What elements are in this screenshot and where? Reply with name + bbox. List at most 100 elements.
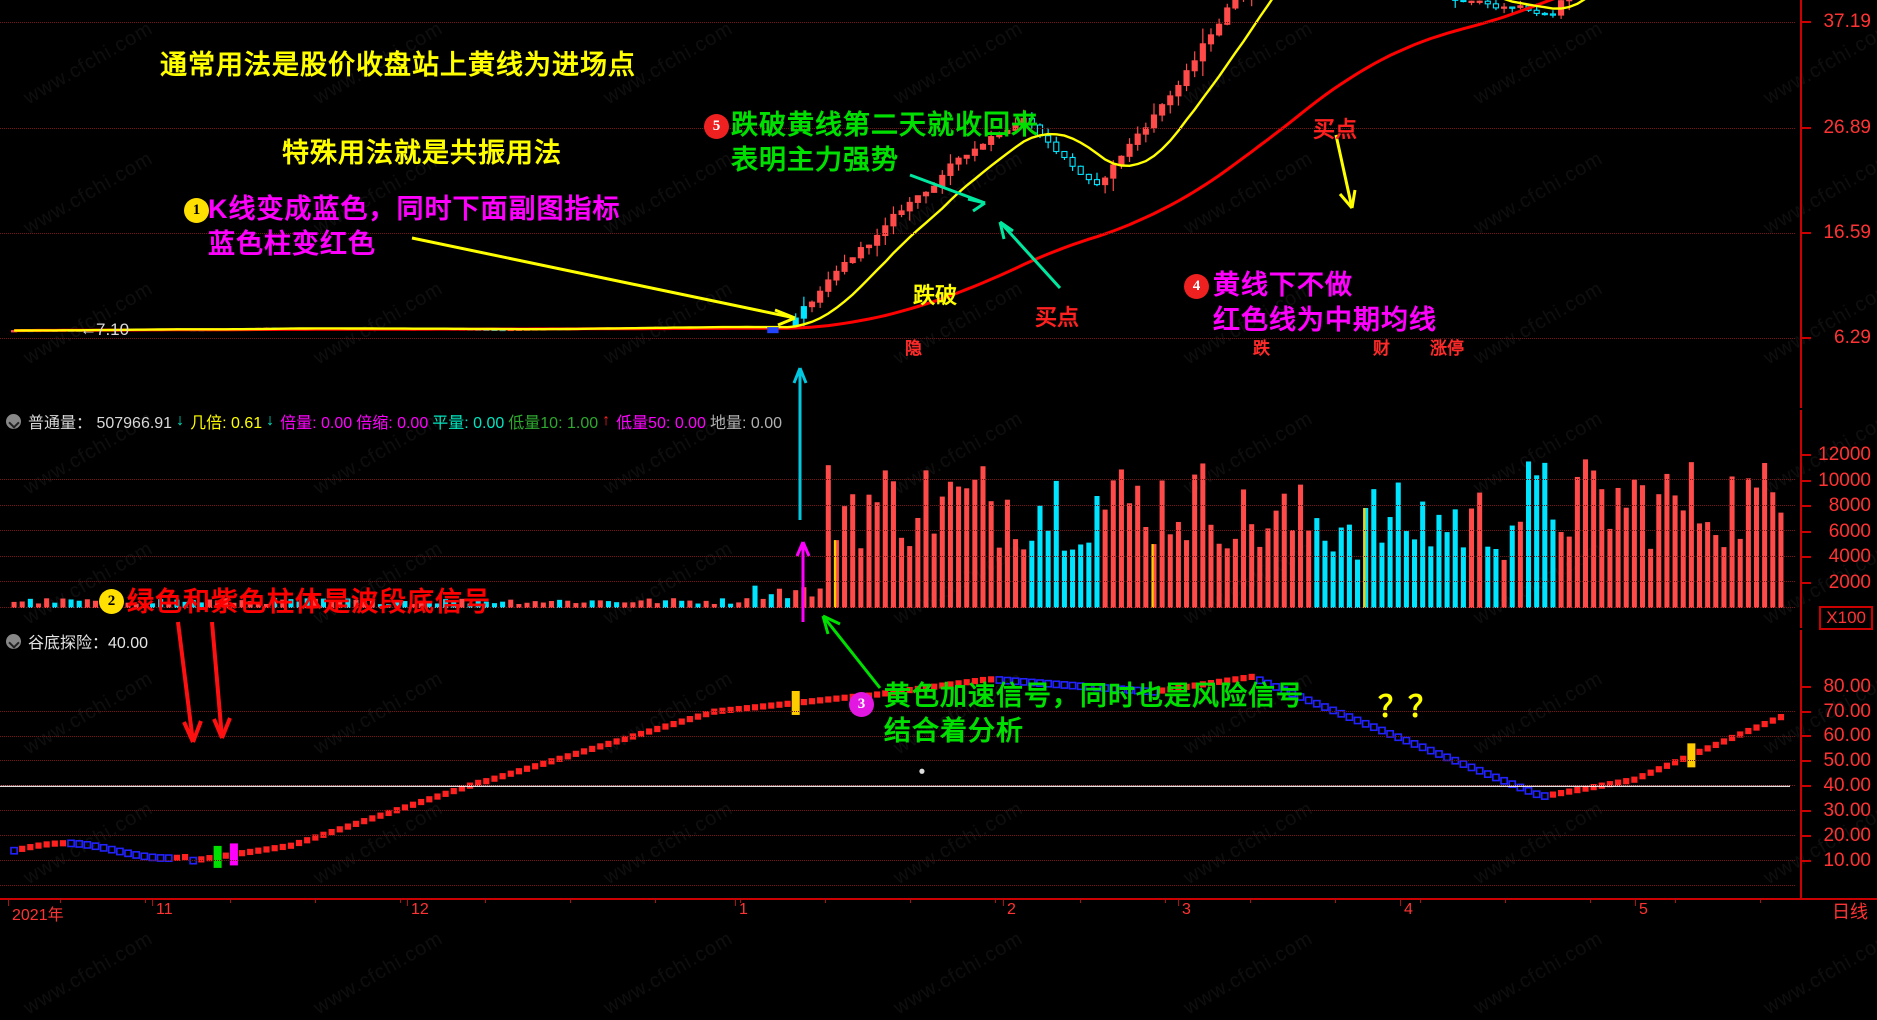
price-arrow-icon: ← xyxy=(80,320,97,340)
note-5-line-2: 表明主力强势 xyxy=(731,143,1039,178)
indicator-point xyxy=(1403,737,1409,743)
indicator-point xyxy=(1631,777,1637,783)
note-5: 跌破黄线第二天就收回来表明主力强势 xyxy=(731,108,1039,177)
indicator-point xyxy=(52,841,58,847)
label-breakdown: 跌破 xyxy=(913,278,957,310)
volume-bar xyxy=(1306,531,1311,608)
axis-tick xyxy=(1802,835,1811,837)
axis-tick xyxy=(1802,531,1811,533)
volume-bar xyxy=(801,587,806,608)
indicator-point xyxy=(451,788,457,794)
volume-bar xyxy=(1591,471,1596,608)
indicator-point xyxy=(1542,793,1548,799)
axis-tick xyxy=(1802,686,1811,688)
volume-bar xyxy=(1282,494,1287,608)
indicator-point xyxy=(35,843,41,849)
indicator-point xyxy=(841,695,847,701)
indicator-point xyxy=(109,847,115,853)
indicator-point xyxy=(1354,717,1360,723)
volume-bar xyxy=(1274,511,1279,608)
indicator-point xyxy=(1737,731,1743,737)
indicator-point xyxy=(1525,788,1531,794)
volume-bar xyxy=(1567,537,1572,608)
axis-tick-label: 6000 xyxy=(1829,521,1871,543)
volume-field-arrow-icon: ↓ xyxy=(266,412,274,430)
gridline xyxy=(0,835,1795,836)
volume-field-6: 低量50: 0.00 xyxy=(616,409,706,433)
indicator-point xyxy=(1534,791,1540,797)
axis-tick-label: 37.19 xyxy=(1823,11,1871,33)
volume-bar xyxy=(1111,480,1116,608)
indicator-point xyxy=(1460,761,1466,767)
volume-bar xyxy=(1583,459,1588,608)
volume-bar xyxy=(1599,489,1604,608)
volume-bar xyxy=(1518,522,1523,608)
indicator-point xyxy=(1428,748,1434,754)
x-axis-minor-tick xyxy=(485,898,486,903)
indicator-point xyxy=(1753,724,1759,730)
collapse-icon[interactable] xyxy=(6,414,21,429)
axis-tick xyxy=(1802,480,1811,482)
mark-die: 跌 xyxy=(1253,334,1270,359)
indicator-point xyxy=(27,844,33,850)
x-axis-label: 2021年 xyxy=(12,901,64,925)
volume-bar xyxy=(1445,532,1450,608)
volume-bar xyxy=(1184,540,1189,608)
axis-tick-label: 40.00 xyxy=(1823,775,1871,797)
indicator-point xyxy=(825,696,831,702)
indicator-point xyxy=(44,841,50,847)
indicator-point xyxy=(833,696,839,702)
indicator-point xyxy=(133,852,139,858)
volume-bar xyxy=(1054,481,1059,608)
note-usage: 通常用法是股价收盘站上黄线为进场点 xyxy=(160,48,636,83)
volume-bar xyxy=(1705,522,1710,608)
indicator-point xyxy=(1371,724,1377,730)
indicator-point xyxy=(1566,789,1572,795)
volume-field-0: 普通量： 507966.91 xyxy=(28,409,172,433)
indicator-point xyxy=(768,702,774,708)
indicator-point xyxy=(1379,727,1385,733)
volume-bar xyxy=(777,589,782,608)
gridline xyxy=(0,505,1795,506)
x-axis-minor-tick xyxy=(1675,898,1676,903)
indicator-info-bar[interactable]: 谷底探险：40.00 xyxy=(0,630,155,652)
volume-bar xyxy=(1607,529,1612,608)
gridline xyxy=(0,760,1795,761)
indicator-signal-bar xyxy=(230,843,238,865)
indicator-point xyxy=(532,763,538,769)
indicator-point xyxy=(565,753,571,759)
label-buypoint-2: 买点 xyxy=(1313,112,1357,144)
volume-bar xyxy=(1575,477,1580,608)
volume-bar xyxy=(915,518,920,608)
axis-tick xyxy=(1802,454,1811,456)
volume-bar xyxy=(1616,488,1621,608)
x-axis-minor-tick xyxy=(315,898,316,903)
volume-bar xyxy=(818,589,823,608)
collapse-icon[interactable] xyxy=(6,634,21,649)
x-axis-tick xyxy=(1003,898,1004,906)
volume-bar xyxy=(1070,550,1075,608)
indicator-point xyxy=(1420,744,1426,750)
x-axis-label: 1 xyxy=(739,901,748,919)
indicator-point xyxy=(1623,778,1629,784)
volume-bar xyxy=(932,534,937,608)
volume-bar xyxy=(1502,560,1507,608)
indicator-point xyxy=(337,826,343,832)
axis-tick xyxy=(1802,232,1811,234)
volume-bar xyxy=(1379,543,1384,608)
watermark: www.cfchi.com xyxy=(310,927,447,1020)
mark-zhangting: 涨停 xyxy=(1430,334,1464,359)
volume-bar xyxy=(964,488,969,608)
volume-bar xyxy=(1542,463,1547,608)
volume-field-3: 倍缩: 0.00 xyxy=(356,409,428,433)
x-axis-label: 3 xyxy=(1182,901,1191,919)
indicator-point xyxy=(369,815,375,821)
indicator-point xyxy=(410,802,416,808)
x-axis-tick xyxy=(407,898,408,906)
volume-bar xyxy=(1217,544,1222,608)
volume-bar xyxy=(1697,523,1702,608)
